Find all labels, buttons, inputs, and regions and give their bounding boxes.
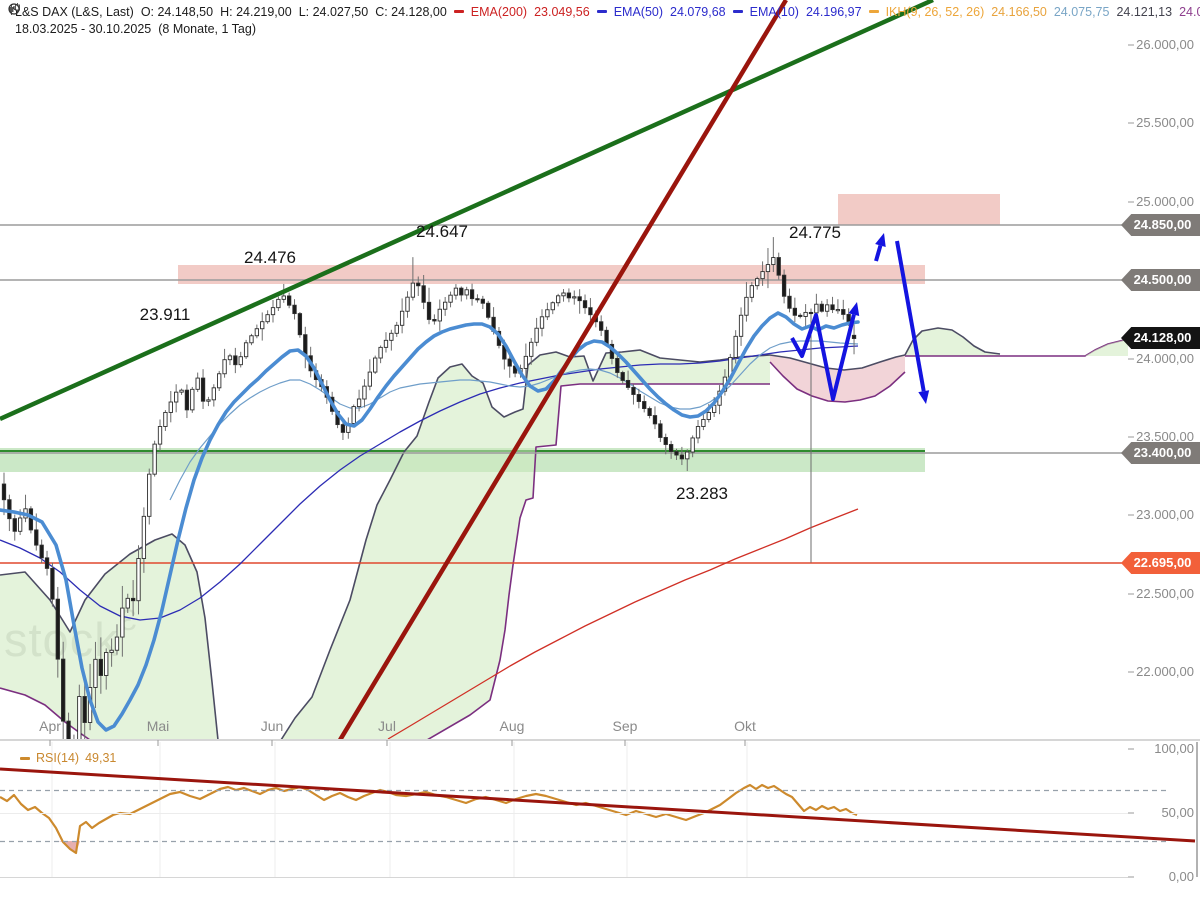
ema10-legend-icon — [732, 10, 743, 13]
instrument-title: L&S DAX (L&S, Last) — [15, 4, 134, 19]
price-tick: 22.000,00 — [1136, 664, 1194, 679]
ichimoku-legend-icon — [868, 10, 879, 13]
rsi-tick: 100,00 — [1154, 741, 1194, 756]
x-axis-month: Aug — [499, 718, 525, 734]
ichimoku-senkou-b-value: 24.029,25 — [1179, 4, 1200, 19]
chart-header: L&S DAX (L&S, Last) O: 24.148,50 H: 24.2… — [8, 3, 1200, 37]
x-axis-month: Apr — [39, 718, 61, 734]
ema50-value: 24.079,68 — [670, 4, 726, 19]
swing-label[interactable]: 23.911 — [139, 305, 191, 324]
ema50-label: EMA(50) — [613, 4, 664, 19]
rsi-value: 49,31 — [85, 751, 117, 765]
alert-level-badge: 22.695,00 — [1121, 552, 1200, 574]
x-axis-month: Sep — [612, 718, 638, 734]
level-badge: 23.400,00 — [1121, 442, 1200, 464]
timeframe: (8 Monate, 1 Tag) — [158, 21, 256, 36]
rsi-label: RSI(14) — [36, 751, 80, 765]
ema200-value: 23.049,56 — [534, 4, 590, 19]
ichimoku-senkou-a-value: 24.121,13 — [1116, 4, 1173, 19]
rsi-tick: 50,00 — [1161, 805, 1194, 820]
price-tick: 23.000,00 — [1136, 507, 1194, 522]
ohlc-low: L: 24.027,50 — [298, 4, 369, 19]
ichimoku-label: IKH(9, 26, 52, 26) — [885, 4, 985, 19]
rsi-legend: RSI(14) 49,31 — [20, 751, 116, 765]
x-axis-month: Okt — [734, 718, 756, 734]
ema10-value: 24.196,97 — [805, 4, 862, 19]
ohlc-open: O: 24.148,50 — [140, 4, 214, 19]
x-axis-month: Jun — [260, 718, 284, 734]
ichimoku-kijun-value: 24.075,75 — [1053, 4, 1110, 19]
swing-label[interactable]: 23.283 — [676, 484, 728, 503]
ema200-label: EMA(200) — [470, 4, 528, 19]
price-tick: 24.000,00 — [1136, 351, 1194, 366]
ema200-legend-icon — [453, 10, 464, 13]
x-axis-month: Mai — [146, 718, 170, 734]
swing-label[interactable]: 24.775 — [789, 223, 841, 242]
price-tick: 26.000,00 — [1136, 37, 1194, 52]
price-tick: 25.000,00 — [1136, 194, 1194, 209]
ichimoku-tenkan-value: 24.166,50 — [991, 4, 1047, 19]
ohlc-high: H: 24.219,00 — [220, 4, 292, 19]
swing-label[interactable]: 24.476 — [244, 248, 296, 267]
swing-label[interactable]: 24.647 — [416, 222, 468, 241]
date-range: 18.03.2025 - 30.10.2025 — [15, 21, 152, 36]
price-tick: 25.500,00 — [1136, 115, 1194, 130]
level-badge: 24.500,00 — [1121, 269, 1200, 291]
price-tick: 22.500,00 — [1136, 586, 1194, 601]
rsi-legend-icon — [20, 756, 30, 760]
ohlc-close: C: 24.128,00 — [375, 4, 447, 19]
x-axis-month: Jul — [378, 718, 396, 734]
ema10-label: EMA(10) — [749, 4, 799, 19]
last-price-badge: 24.128,00 — [1121, 327, 1200, 349]
level-badge: 24.850,00 — [1121, 214, 1200, 236]
ema50-legend-icon — [596, 10, 607, 13]
rsi-tick: 0,00 — [1168, 869, 1194, 884]
price-tick: 23.500,00 — [1136, 429, 1194, 444]
